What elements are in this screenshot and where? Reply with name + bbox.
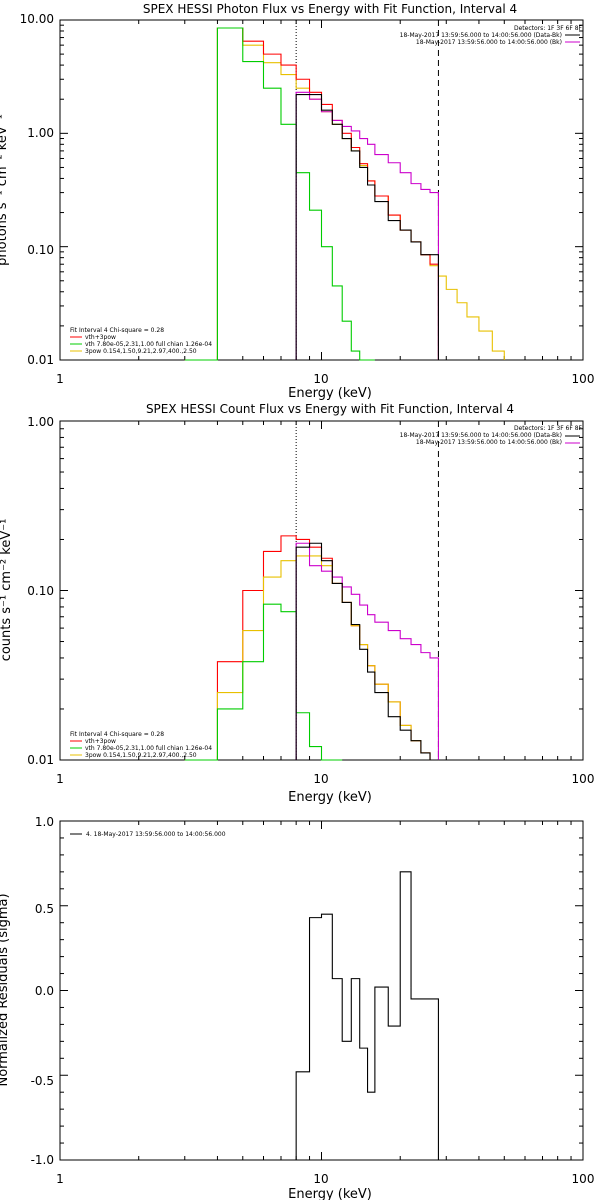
photon-ytick-1.00: 1.00 — [27, 126, 54, 140]
residuals-ytick-m1: -1.0 — [31, 1153, 54, 1167]
photon-ytick-10.00: 10.00 — [20, 12, 54, 26]
count-ytick-0.10: 0.10 — [27, 584, 54, 598]
photon-series-line — [184, 27, 505, 361]
residuals-xtick-100: 100 — [572, 1172, 595, 1186]
count-flux-title: SPEX HESSI Count Flux vs Energy with Fit… — [146, 402, 514, 416]
count-fit-legend-total: vth+3pow — [85, 738, 116, 745]
photon-xtick-100: 100 — [572, 372, 595, 386]
residuals-ytick-m05: -0.5 — [31, 1074, 54, 1088]
photon-fit-legend-3pow: 3pow 0.154,1.50,9.21,2.97,400.,2.50 — [85, 348, 197, 355]
count-legend-data-bk: 18-May-2017 13:59:56.000 to 14:00:56.000… — [400, 432, 562, 439]
photon-xtick-1: 1 — [56, 372, 64, 386]
photon-legend-bk: 18-May-2017 13:59:56.000 to 14:00:56.000… — [416, 39, 562, 46]
residuals-xlabel: Energy (keV) — [288, 1187, 372, 1200]
count-fit-legend-3pow: 3pow 0.154,1.50,9.21,2.97,400.,2.50 — [85, 752, 197, 759]
count-flux-ylabel: counts s⁻¹ cm⁻² keV⁻¹ — [0, 519, 14, 662]
count-detectors-label: Detectors: 1F 3F 6F 8F — [514, 425, 583, 432]
photon-series-line — [184, 27, 439, 361]
photon-ytick-0.01: 0.01 — [27, 353, 54, 367]
count-flux-xlabel: Energy (keV) — [288, 790, 372, 805]
count-plot-frame — [59, 420, 584, 761]
residuals-series-line — [295, 871, 439, 1160]
count-xtick-1: 1 — [56, 772, 64, 786]
photon-plot-frame — [59, 19, 584, 361]
photon-detectors-label: Detectors: 1F 3F 6F 8F — [514, 25, 583, 32]
residuals-plot-frame — [59, 820, 584, 1161]
count-series-line — [184, 603, 343, 761]
count-fit-legend-vth: vth 7.80e-05,2.31,1.00 full chian 1.26e-… — [85, 745, 212, 752]
photon-xtick-10: 10 — [313, 372, 328, 386]
count-flux-panel: SPEX HESSI Count Flux vs Energy with Fit… — [0, 402, 594, 805]
count-series-line — [295, 542, 439, 761]
count-series-line — [295, 542, 439, 760]
photon-flux-xlabel: Energy (keV) — [288, 386, 372, 401]
photon-flux-title: SPEX HESSI Photon Flux vs Energy with Fi… — [143, 2, 517, 16]
count-legend-bk: 18-May-2017 13:59:56.000 to 14:00:56.000… — [416, 439, 562, 446]
residuals-ylabel: Normalized Residuals (sigma) — [0, 893, 11, 1086]
photon-series-line — [295, 91, 439, 360]
residuals-xtick-1: 1 — [56, 1172, 64, 1186]
residuals-ytick-05: 0.5 — [35, 902, 54, 916]
count-xtick-100: 100 — [572, 772, 595, 786]
photon-ytick-0.10: 0.10 — [27, 243, 54, 257]
residuals-panel: Energy (keV) Normalized Residuals (sigma… — [0, 815, 594, 1200]
residuals-xtick-10: 10 — [313, 1172, 328, 1186]
count-ytick-1.00: 1.00 — [27, 415, 54, 429]
residuals-legend-label: 4. 18-May-2017 13:59:56.000 to 14:00:56.… — [86, 831, 226, 838]
photon-legend-data-bk: 18-May-2017 13:59:56.000 to 14:00:56.000… — [400, 32, 562, 39]
photon-series-line — [295, 93, 439, 360]
count-xtick-10: 10 — [313, 772, 328, 786]
residuals-ytick-1: 1.0 — [35, 815, 54, 829]
photon-series-line — [184, 27, 375, 361]
count-fit-header: Fit Interval 4 Chi-square = 0.28 — [70, 731, 164, 738]
count-ytick-0.01: 0.01 — [27, 753, 54, 767]
photon-fit-legend-vth: vth 7.80e-05,2.31,1.00 full chian 1.26e-… — [85, 341, 212, 348]
photon-flux-ylabel: photons s⁻¹ cm⁻² keV⁻¹ — [0, 114, 10, 266]
residuals-ytick-0: 0.0 — [35, 984, 54, 998]
photon-fit-legend-total: vth+3pow — [85, 334, 116, 341]
photon-fit-header: Fit Interval 4 Chi-square = 0.28 — [70, 327, 164, 334]
photon-flux-panel: SPEX HESSI Photon Flux vs Energy with Fi… — [0, 2, 594, 401]
